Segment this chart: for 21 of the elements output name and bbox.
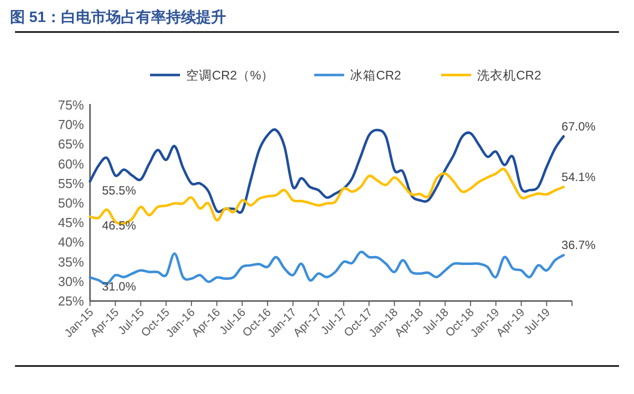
data-label: 46.5% [102,218,136,233]
y-tick-label: 25% [58,294,84,308]
data-label: 36.7% [562,238,596,252]
y-tick-label: 30% [58,274,84,289]
y-tick-label: 40% [58,234,84,250]
data-label: 31.0% [102,279,136,294]
legend-label: 洗衣机CR2 [477,68,542,82]
y-tick-label: 50% [58,196,84,210]
data-label: 55.5% [102,183,136,198]
y-tick-label: 45% [58,215,84,230]
legend-label: 冰箱CR2 [350,68,402,82]
data-label: 54.1% [562,170,596,184]
data-label: 67.0% [562,119,596,134]
y-tick-label: 70% [58,117,84,132]
y-tick-label: 75% [58,98,84,112]
y-tick-label: 35% [58,254,84,270]
y-tick-label: 60% [58,156,84,172]
y-tick-label: 65% [58,136,84,152]
chart-title: 图 51：白电市场占有率持续提升 [10,8,226,26]
legend-label: 空调CR2（%） [186,68,274,82]
y-tick-label: 55% [58,176,84,191]
